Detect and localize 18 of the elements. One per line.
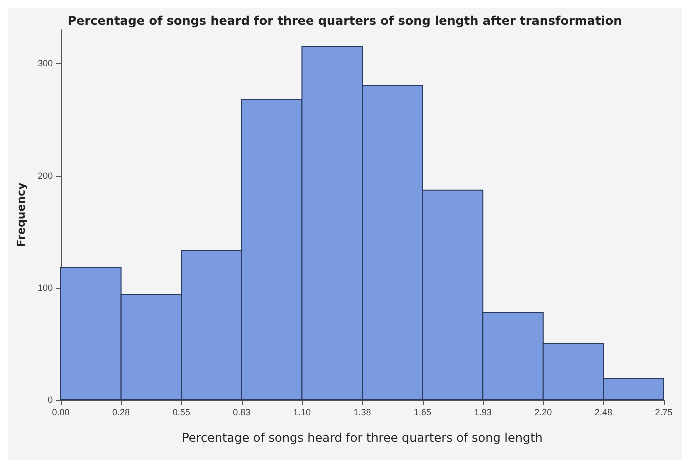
chart-title: Percentage of songs heard for three quarters of song length after transformation bbox=[68, 14, 622, 28]
y-tick-label: 200 bbox=[38, 170, 53, 181]
text: 1.10 bbox=[293, 408, 311, 418]
text: 2.20 bbox=[534, 408, 552, 418]
x-tick-label: 0.28 bbox=[112, 408, 130, 418]
text: 0.55 bbox=[172, 408, 190, 418]
x-tick-label: 0.83 bbox=[233, 408, 251, 418]
y-tick-label: 300 bbox=[38, 58, 53, 69]
x-tick-label: 1.93 bbox=[474, 408, 492, 418]
x-axis-title: Percentage of songs heard for three quarters of song length bbox=[182, 431, 543, 445]
y-tick-label: 0 bbox=[48, 395, 53, 405]
text: 0.00 bbox=[52, 408, 70, 418]
y-tick-label: 100 bbox=[38, 282, 53, 293]
text: 2.75 bbox=[655, 408, 673, 418]
text: 1.65 bbox=[414, 408, 432, 418]
x-tick-label: 2.48 bbox=[594, 408, 612, 418]
x-tick-label: 1.38 bbox=[354, 408, 372, 418]
y-axis-title: Frequency bbox=[15, 182, 28, 248]
